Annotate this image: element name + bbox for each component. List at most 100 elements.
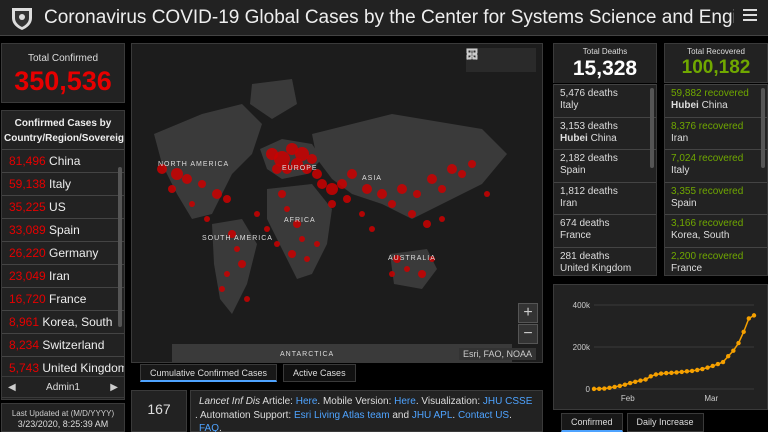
case-bubble[interactable] xyxy=(219,286,225,292)
case-bubble[interactable] xyxy=(157,164,167,174)
deaths-list-scrollbar[interactable] xyxy=(650,88,654,168)
chart-point[interactable] xyxy=(679,369,684,375)
confirmed-row[interactable]: 5,743 United Kingdom xyxy=(2,356,124,379)
chart-point[interactable] xyxy=(591,386,597,392)
case-bubble[interactable] xyxy=(299,236,305,242)
case-bubble[interactable] xyxy=(307,154,317,164)
case-bubble[interactable] xyxy=(302,164,312,174)
case-bubble[interactable] xyxy=(224,271,230,277)
recovered-list-scrollbar[interactable] xyxy=(761,88,765,168)
confirmed-row[interactable]: 59,138 Italy xyxy=(2,172,124,195)
chart-point[interactable] xyxy=(612,384,617,390)
chart-point[interactable] xyxy=(638,378,643,383)
case-bubble[interactable] xyxy=(244,296,250,302)
deaths-list[interactable]: 5,476 deaths Italy 3,153 deaths Hubei China… xyxy=(553,84,657,276)
deaths-row[interactable]: 2,182 deaths Spain xyxy=(554,149,656,182)
jhu-apl-link[interactable]: JHU APL xyxy=(411,409,453,421)
confirmed-row[interactable]: 81,496 China xyxy=(2,149,124,172)
case-bubble[interactable] xyxy=(423,220,431,228)
mobile-version-link[interactable]: Here xyxy=(394,396,416,407)
chart-point[interactable] xyxy=(684,369,690,374)
case-bubble[interactable] xyxy=(369,226,375,232)
chart-point[interactable] xyxy=(648,374,653,379)
confirmed-row[interactable]: 8,961 Korea, South xyxy=(2,310,124,333)
chart-point[interactable] xyxy=(658,371,664,376)
tab-cumulative-confirmed[interactable]: Cumulative Confirmed Cases xyxy=(140,364,278,382)
case-bubble[interactable] xyxy=(278,190,286,198)
confirmed-row[interactable]: 16,720 France xyxy=(2,287,124,310)
zoom-out-button[interactable]: − xyxy=(518,324,538,344)
chart-point[interactable] xyxy=(627,380,633,386)
hamburger-menu-icon[interactable] xyxy=(743,8,757,22)
admin-level-selector[interactable]: ◀ Admin1 ▶ xyxy=(1,376,125,398)
deaths-row[interactable]: 5,476 deaths Italy xyxy=(554,84,656,117)
case-bubble[interactable] xyxy=(304,256,310,262)
confirmed-row[interactable]: 26,220 Germany xyxy=(2,241,124,264)
case-bubble[interactable] xyxy=(234,246,240,252)
case-bubble[interactable] xyxy=(238,260,246,268)
case-bubble[interactable] xyxy=(418,270,426,278)
case-bubble[interactable] xyxy=(439,216,445,222)
case-bubble[interactable] xyxy=(282,164,292,174)
chart-point[interactable] xyxy=(720,359,726,365)
deaths-row[interactable]: 3,153 deaths Hubei China xyxy=(554,116,656,150)
case-bubble[interactable] xyxy=(404,266,410,272)
chart-point[interactable] xyxy=(746,316,752,321)
case-bubble[interactable] xyxy=(377,189,387,199)
chart-point[interactable] xyxy=(607,385,612,391)
map-canvas[interactable]: NORTH AMERICA EUROPE ASIA AFRICA SOUTH A… xyxy=(132,44,543,363)
case-bubble[interactable] xyxy=(204,216,210,222)
chart-point[interactable] xyxy=(689,368,695,374)
case-bubble[interactable] xyxy=(264,226,270,232)
case-bubble[interactable] xyxy=(223,195,231,203)
case-bubble[interactable] xyxy=(312,169,322,179)
case-bubble[interactable] xyxy=(295,147,309,161)
chart-point[interactable] xyxy=(596,386,602,392)
confirmed-row[interactable]: 35,225 US xyxy=(2,195,124,218)
list-icon[interactable] xyxy=(466,48,478,60)
case-bubble[interactable] xyxy=(314,241,320,247)
case-bubble[interactable] xyxy=(228,230,236,238)
zoom-in-button[interactable]: + xyxy=(518,303,538,323)
faq-link[interactable]: FAQ xyxy=(199,423,220,432)
deaths-row[interactable]: 674 deaths France xyxy=(554,214,656,247)
case-bubble[interactable] xyxy=(182,174,192,184)
case-bubble[interactable] xyxy=(343,195,351,203)
case-bubble[interactable] xyxy=(393,255,401,263)
recovered-row[interactable]: 3,355 recovered Spain xyxy=(665,181,767,215)
case-bubble[interactable] xyxy=(458,170,466,178)
chart-point[interactable] xyxy=(700,366,705,372)
case-bubbles[interactable] xyxy=(157,143,490,302)
deaths-row[interactable]: 1,812 deaths Iran xyxy=(554,181,656,215)
tab-confirmed[interactable]: Confirmed xyxy=(561,413,623,432)
recovered-list[interactable]: 59,882 recovered Hubei China 8,376 recover… xyxy=(664,84,768,276)
chart-point[interactable] xyxy=(751,313,757,318)
chart-point[interactable] xyxy=(705,365,710,370)
case-bubble[interactable] xyxy=(427,174,437,184)
case-bubble[interactable] xyxy=(168,185,176,193)
case-bubble[interactable] xyxy=(274,241,280,247)
case-bubble[interactable] xyxy=(291,158,303,170)
confirmed-cases-list[interactable]: Confirmed Cases by Country/Region/Sovere… xyxy=(1,110,125,400)
next-arrow-icon[interactable]: ▶ xyxy=(110,381,118,393)
basemap-gallery-icon[interactable] xyxy=(466,48,478,60)
recovered-row[interactable]: 8,376 recovered Iran xyxy=(665,116,767,150)
recovered-row[interactable]: 59,882 recovered Hubei China xyxy=(665,84,767,117)
case-bubble[interactable] xyxy=(362,184,372,194)
confirmed-row[interactable]: 8,234 Switzerland xyxy=(2,333,124,356)
confirmed-list-scrollbar[interactable] xyxy=(118,167,122,327)
tab-active-cases[interactable]: Active Cases xyxy=(283,364,356,382)
case-bubble[interactable] xyxy=(389,271,395,277)
recovered-row[interactable]: 3,166 recovered Korea, South xyxy=(665,214,767,247)
case-bubble[interactable] xyxy=(274,151,290,167)
article-link[interactable]: Here xyxy=(295,396,318,407)
recovered-row[interactable]: 2,200 recovered France xyxy=(665,246,767,276)
recovered-row[interactable]: 7,024 recovered Italy xyxy=(665,149,767,182)
chart-point[interactable] xyxy=(622,382,628,387)
case-bubble[interactable] xyxy=(468,160,476,168)
chart-point[interactable] xyxy=(715,361,721,367)
confirmed-row[interactable]: 23,049 Iran xyxy=(2,264,124,287)
case-bubble[interactable] xyxy=(317,179,327,189)
chart-point[interactable] xyxy=(736,340,741,346)
contact-link[interactable]: Contact US xyxy=(457,409,510,421)
